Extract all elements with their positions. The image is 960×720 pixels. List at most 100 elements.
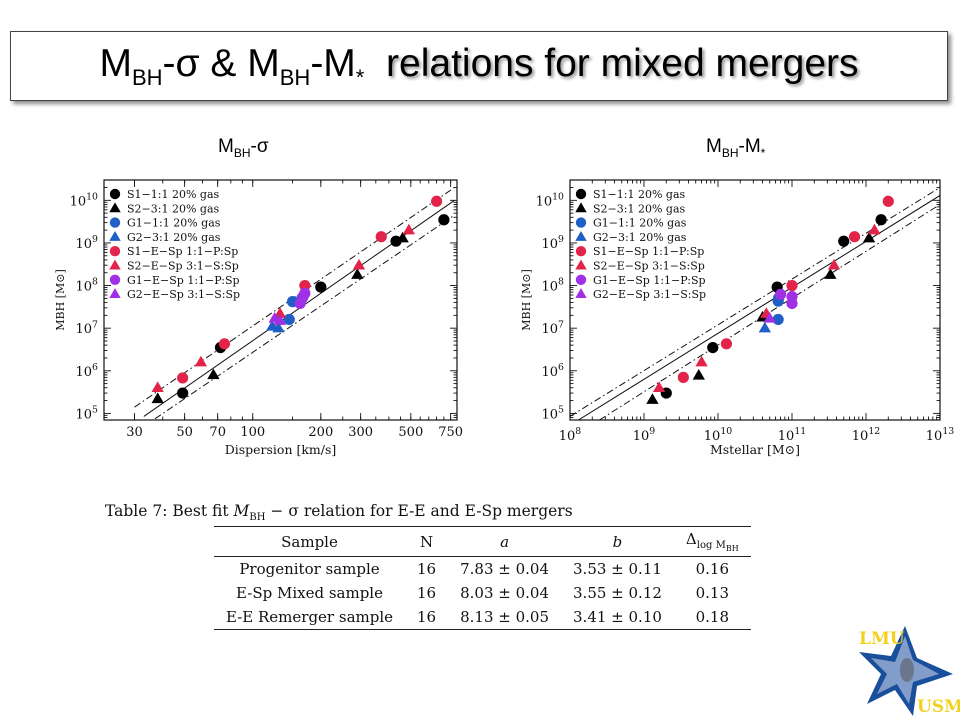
legend-marker (575, 202, 587, 213)
data-point (299, 279, 311, 292)
y-tick-label: 106 (542, 362, 565, 380)
data-point (352, 258, 366, 270)
left-plot-heading: MBH-σ (218, 136, 269, 160)
data-point (218, 338, 231, 350)
y-tick-label: 107 (76, 319, 99, 337)
legend-marker (575, 230, 587, 241)
logo-usm-text: USM (917, 697, 960, 717)
data-point (273, 314, 287, 325)
data-point (875, 214, 887, 226)
y-tick-label: 107 (542, 319, 565, 337)
data-point (763, 311, 776, 323)
data-point (177, 387, 189, 399)
data-point (272, 321, 285, 333)
legend-label: S1−1:1 20% gas (127, 188, 219, 201)
cell-a: 7.83 ± 0.04 (460, 560, 550, 578)
data-point (646, 393, 659, 404)
x-tick-label: 1011 (778, 426, 806, 444)
legend-marker (109, 259, 121, 270)
data-point (299, 287, 311, 299)
fit-lines (570, 187, 940, 420)
data-point (652, 381, 666, 392)
data-points (151, 195, 450, 404)
y-axis-label: MBH [M⊙] (520, 269, 533, 331)
legend-label: G1−E−Sp 1:1−P:Sp (127, 274, 240, 287)
data-point (375, 231, 387, 243)
data-point (431, 195, 443, 207)
header-n: N (405, 526, 449, 557)
y-tick-label: 109 (76, 234, 99, 252)
logo-figure (900, 658, 914, 682)
header-sample: Sample (214, 526, 406, 557)
legend-marker (575, 217, 587, 228)
cell-b: 3.41 ± 0.10 (561, 605, 674, 630)
legend-marker (109, 202, 121, 213)
legend-label: G2−E−Sp 3:1−S:Sp (127, 288, 240, 301)
x-tick-label: 100 (240, 425, 265, 440)
legend-label: G1−E−Sp 1:1−P:Sp (593, 274, 706, 287)
legend-marker (575, 274, 587, 285)
cell-a: 8.03 ± 0.04 (460, 584, 550, 602)
legend-label: G1−1:1 20% gas (127, 217, 221, 230)
data-point (273, 307, 287, 318)
legend-marker (575, 188, 587, 200)
data-point (396, 231, 409, 243)
legend-marker (575, 246, 587, 257)
legend-label: S1−E−Sp 1:1−P:Sp (593, 245, 704, 258)
mstellar-plot: 105 106 107 108 109 1010 108 109 1010 1011 1012 101… (520, 179, 954, 457)
cell-sample: E-E Remerger sample (214, 605, 406, 630)
data-point (151, 381, 164, 392)
legend-label: S2−3:1 20% gas (127, 202, 219, 215)
x-tick-label: 50 (176, 425, 193, 440)
data-point (824, 268, 837, 279)
plot-frame (569, 179, 941, 421)
legend-label: G2−3:1 20% gas (593, 231, 687, 244)
cell-delta: 0.13 (695, 584, 729, 602)
legend-marker (575, 288, 587, 299)
y-tick-label: 106 (76, 362, 99, 380)
data-point (862, 231, 876, 243)
data-point (827, 258, 841, 270)
y-tick-label: 105 (76, 405, 99, 423)
cell-delta: 0.18 (673, 605, 751, 630)
x-tick-label: 750 (438, 425, 463, 440)
data-point (838, 235, 850, 247)
table-header-row: Sample N a b Δlog MBH (214, 526, 751, 557)
data-point (882, 195, 894, 207)
y-tick-label: 1010 (536, 191, 564, 209)
legend-marker (575, 259, 587, 270)
x-tick-label: 30 (126, 425, 143, 440)
fit-line (599, 204, 940, 420)
x-tick-label: 500 (398, 425, 423, 440)
header-b: b (561, 526, 674, 557)
data-point (438, 214, 450, 226)
cell-b: 3.55 ± 0.12 (573, 584, 662, 602)
cell-a: 8.13 ± 0.05 (448, 605, 562, 630)
cell-sample: Progenitor sample (239, 560, 380, 578)
legend-label: G2−3:1 20% gas (127, 231, 221, 244)
data-point (677, 371, 689, 383)
header-delta: Δlog MBH (673, 526, 751, 557)
cell-sample: E-Sp Mixed sample (236, 584, 383, 602)
legend-marker (109, 217, 121, 228)
legend-marker (109, 188, 121, 200)
slide-title: MBH-σ & MBH-M* relations for mixed merge… (99, 41, 859, 90)
x-tick-label: 200 (308, 425, 333, 440)
right-plot-heading: MBH-M* (706, 136, 766, 160)
legend-marker (109, 246, 121, 257)
legend-label: S2−E−Sp 3:1−S:Sp (127, 260, 239, 273)
data-point (720, 338, 733, 350)
legend-label: S2−E−Sp 3:1−S:Sp (593, 260, 705, 273)
fit-line (578, 195, 940, 420)
fit-line (154, 214, 455, 420)
table-row: E-E Remerger sample 16 8.13 ± 0.05 3.41 … (214, 605, 751, 630)
cell-delta: 0.16 (695, 560, 729, 578)
y-tick-label: 108 (542, 277, 565, 295)
data-point (758, 321, 772, 333)
legend-marker (109, 288, 121, 299)
data-points (646, 195, 894, 404)
table-row: Progenitor sample 16 7.83 ± 0.04 3.53 ± … (214, 557, 751, 582)
y-tick-label: 109 (542, 234, 565, 252)
plot-frame (103, 179, 458, 421)
